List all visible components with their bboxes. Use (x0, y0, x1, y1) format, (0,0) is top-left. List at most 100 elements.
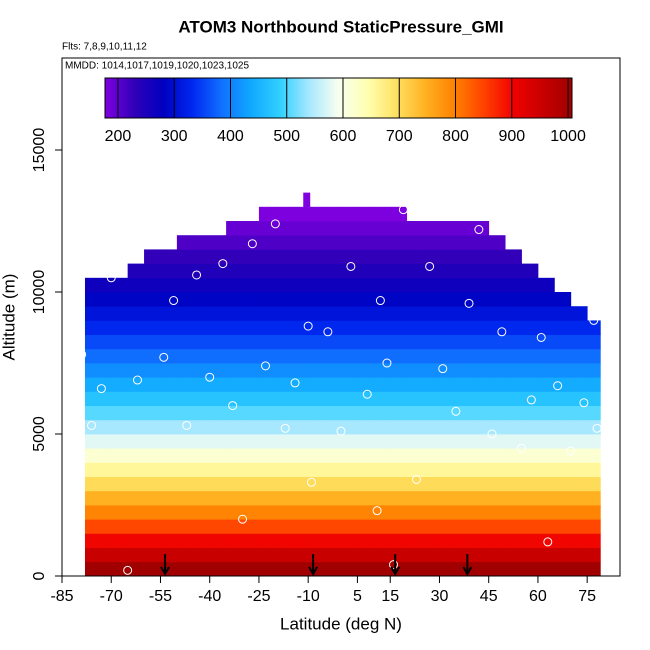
heatmap-cell (423, 434, 440, 449)
heatmap-cell (341, 249, 358, 265)
heatmap-cell (455, 505, 473, 520)
heatmap-cell (488, 476, 506, 492)
heatmap-cell (439, 277, 457, 293)
heatmap-cell (160, 348, 178, 364)
heatmap-cell (488, 434, 506, 449)
heatmap-cell (521, 434, 539, 449)
heatmap-cell (84, 277, 112, 293)
heatmap-cell (472, 348, 490, 364)
heatmap-cell (291, 533, 304, 549)
heatmap-cell (521, 476, 539, 492)
heatmap-cell (275, 405, 293, 421)
heatmap-cell (111, 448, 129, 463)
heatmap-cell (291, 263, 304, 279)
data-point (182, 420, 192, 430)
heatmap-cell (390, 263, 408, 279)
heatmap-cell (537, 292, 555, 307)
heatmap-cell (373, 519, 391, 534)
heatmap-cell (193, 263, 211, 279)
heatmap-cell (587, 377, 601, 392)
heatmap-cell (373, 348, 391, 364)
heatmap-cell (341, 363, 358, 378)
heatmap-cell (455, 519, 473, 534)
data-point (438, 364, 448, 374)
heatmap-cell (357, 505, 375, 520)
heatmap-cell (258, 263, 276, 279)
heatmap-cell (209, 547, 227, 563)
heatmap-cell (488, 263, 506, 279)
heatmap-cell (554, 419, 572, 435)
heatmap-cell (275, 292, 293, 307)
heatmap-cell (390, 490, 408, 506)
heatmap-cell (303, 561, 311, 577)
heatmap-cell (341, 490, 358, 506)
heatmap-cell (176, 519, 194, 534)
colorbar-tick-label: 500 (273, 128, 300, 145)
heatmap-cell (390, 391, 408, 407)
heatmap-cell (176, 547, 194, 563)
heatmap-cell (209, 334, 227, 350)
heatmap-cell (488, 363, 506, 378)
colorbar-tick-label: 600 (330, 128, 357, 145)
heatmap-cell (587, 490, 601, 506)
heatmap-cell (209, 505, 227, 520)
heatmap-cell (439, 292, 457, 307)
heatmap-cell (373, 263, 391, 279)
heatmap-cell (209, 277, 227, 293)
heatmap-cell (226, 505, 243, 520)
heatmap-cell (258, 292, 276, 307)
heatmap-cell (84, 547, 112, 563)
heatmap-cell (309, 405, 325, 421)
heatmap (84, 192, 601, 577)
heatmap-cell (242, 292, 260, 307)
heatmap-cell (242, 391, 260, 407)
heatmap-cell (291, 320, 304, 336)
heatmap-cell (226, 419, 243, 435)
data-point (543, 537, 553, 547)
heatmap-cell (291, 306, 304, 321)
heatmap-cell (303, 206, 311, 222)
data-point (290, 378, 300, 388)
heatmap-cell (554, 476, 572, 492)
heatmap-cell (160, 306, 178, 321)
heatmap-cell (193, 320, 211, 336)
heatmap-cell (144, 348, 161, 364)
heatmap-cell (570, 434, 588, 449)
heatmap-cell (505, 363, 522, 378)
heatmap-cell (455, 249, 473, 265)
heatmap-cell (505, 448, 522, 463)
heatmap-cell (111, 320, 129, 336)
heatmap-cell (324, 277, 342, 293)
heatmap-cell (127, 277, 145, 293)
heatmap-cell (324, 348, 342, 364)
heatmap-cell (505, 405, 522, 421)
heatmap-cell (84, 419, 112, 435)
heatmap-cell (341, 476, 358, 492)
heatmap-cell (554, 306, 572, 321)
heatmap-cell (242, 419, 260, 435)
data-point (228, 401, 238, 411)
heatmap-cell (505, 419, 522, 435)
heatmap-cell (258, 490, 276, 506)
heatmap-cell (423, 363, 440, 378)
heatmap-cell (423, 547, 440, 563)
heatmap-cell (570, 320, 588, 336)
heatmap-cell (455, 448, 473, 463)
heatmap-cell (160, 448, 178, 463)
heatmap-cell (258, 348, 276, 364)
heatmap-cell (472, 221, 490, 236)
heatmap-cell (570, 519, 588, 534)
heatmap-cell (193, 377, 211, 392)
heatmap-cell (373, 377, 391, 392)
heatmap-cell (127, 490, 145, 506)
heatmap-cell (488, 462, 506, 478)
heatmap-cell (357, 448, 375, 463)
flight-marker (390, 554, 401, 577)
heatmap-cell (111, 419, 129, 435)
heatmap-cell (275, 263, 293, 279)
heatmap-cell (521, 348, 539, 364)
data-point (270, 219, 280, 229)
heatmap-cell (111, 306, 129, 321)
x-tick-label: -85 (50, 588, 73, 605)
heatmap-cell (258, 561, 276, 577)
